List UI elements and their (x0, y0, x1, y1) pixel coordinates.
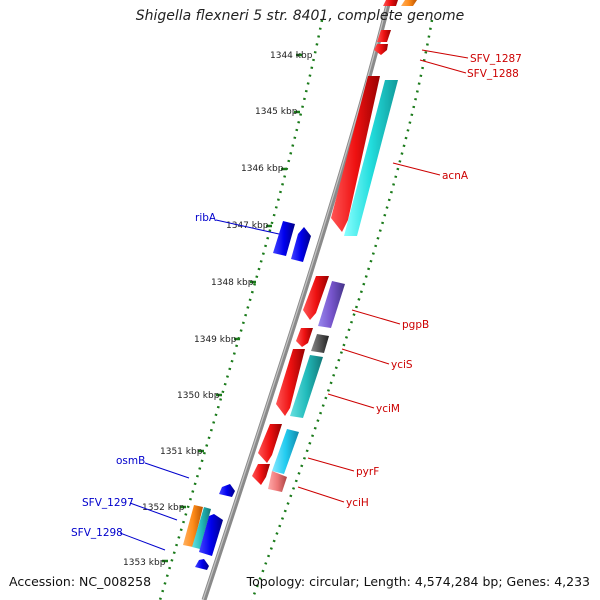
leader-line-ycim (327, 393, 375, 409)
gene-sfv1297-orange[interactable] (183, 505, 203, 547)
gene-ycim[interactable] (276, 349, 305, 416)
tick-label: 1345 kbp (255, 107, 298, 117)
gene-arrow-sfv1286[interactable] (383, 0, 398, 6)
forward-leader-lines (119, 219, 280, 551)
tick-group: 1344 kbp 1345 kbp 1346 kbp 1347 kbp 1348… (123, 51, 313, 568)
gene-label-acna[interactable]: acnA (442, 170, 469, 182)
tick-label: 1350 kbp (177, 391, 220, 401)
gene-label-ycih[interactable]: yciH (346, 497, 369, 509)
gene-arrow-orange-top[interactable] (401, 0, 417, 6)
gene-pyrf-sky[interactable] (272, 429, 299, 474)
gene-label-sfv1297[interactable]: SFV_1297 (82, 497, 134, 509)
tick-label: 1351 kbp (160, 447, 203, 457)
leader-line-sfv1298 (119, 532, 166, 551)
gene-pgpb[interactable] (303, 276, 329, 320)
gene-osmb[interactable] (219, 484, 235, 497)
gene-ycih-pink[interactable] (268, 471, 287, 492)
tick-label: 1352 kbp (142, 503, 185, 513)
leader-line-acna (392, 162, 441, 176)
gene-sfv1288[interactable] (374, 44, 388, 55)
genome-backbone-highlight (202, 0, 389, 600)
gene-label-sfv1287[interactable]: SFV_1287 (470, 53, 522, 65)
gene-label-ycim[interactable]: yciM (376, 403, 400, 415)
gene-label-ycis[interactable]: yciS (391, 359, 413, 371)
gene-pgpb-purple[interactable] (318, 281, 345, 328)
gene-ycih[interactable] (252, 464, 270, 485)
inner-dotted-track (158, 19, 324, 600)
tick-label: 1344 kbp (270, 51, 313, 61)
forward-labels: ribA osmB SFV_1297 SFV_1298 (71, 212, 217, 539)
map-title: Shigella flexneri 5 str. 8401, complete … (135, 8, 465, 24)
gene-ycis-gray[interactable] (311, 334, 329, 353)
topology-label: Topology: circular; Length: 4,574,284 bp… (246, 574, 590, 589)
leader-line-pgpb (351, 309, 401, 325)
gene-label-pgpb[interactable]: pgpB (402, 319, 429, 331)
gene-riba[interactable] (273, 221, 295, 256)
leader-line-ycis (341, 348, 390, 365)
gene-ycis[interactable] (296, 328, 313, 347)
gene-small-blue-bottom[interactable] (195, 559, 209, 570)
genome-backbone (201, 0, 392, 600)
gene-label-sfv1298[interactable]: SFV_1298 (71, 527, 123, 539)
gene-label-sfv1288[interactable]: SFV_1288 (467, 68, 519, 80)
gene-riba-2[interactable] (291, 227, 311, 262)
leader-line-sfv1297 (129, 502, 178, 521)
reverse-labels: SFV_1287 SFV_1288 acnA pgpB yciS yciM py… (346, 53, 522, 509)
gene-sfv1297-teal[interactable] (192, 507, 211, 549)
reverse-leader-lines (297, 49, 469, 503)
gene-label-pyrf[interactable]: pyrF (356, 466, 379, 478)
gene-acna-cyan[interactable] (344, 80, 398, 236)
reverse-strand-genes (252, 0, 417, 492)
leader-line-osmb (144, 462, 190, 479)
gene-acna[interactable] (331, 76, 380, 232)
accession-label: Accession: NC_008258 (9, 574, 152, 589)
gene-label-riba[interactable]: ribA (195, 212, 217, 224)
tick-label: 1349 kbp (194, 335, 237, 345)
tick-label: 1353 kbp (123, 558, 166, 568)
tick-label: 1347 kbp (226, 221, 269, 231)
gene-label-osmb[interactable]: osmB (116, 455, 145, 467)
leader-line-pyrf (307, 457, 355, 472)
gene-sfv1298[interactable] (199, 514, 223, 556)
leader-line-sfv1288 (419, 59, 467, 74)
gene-pyrf[interactable] (258, 424, 282, 463)
tick-label: 1346 kbp (241, 164, 284, 174)
gene-ycim-teal[interactable] (290, 355, 323, 418)
tick-label: 1348 kbp (211, 278, 254, 288)
gene-sfv1287[interactable] (377, 30, 391, 42)
forward-strand-genes (183, 221, 311, 570)
leader-line-riba (215, 219, 280, 235)
leader-line-ycih (297, 486, 345, 503)
leader-line-sfv1287 (421, 49, 469, 59)
